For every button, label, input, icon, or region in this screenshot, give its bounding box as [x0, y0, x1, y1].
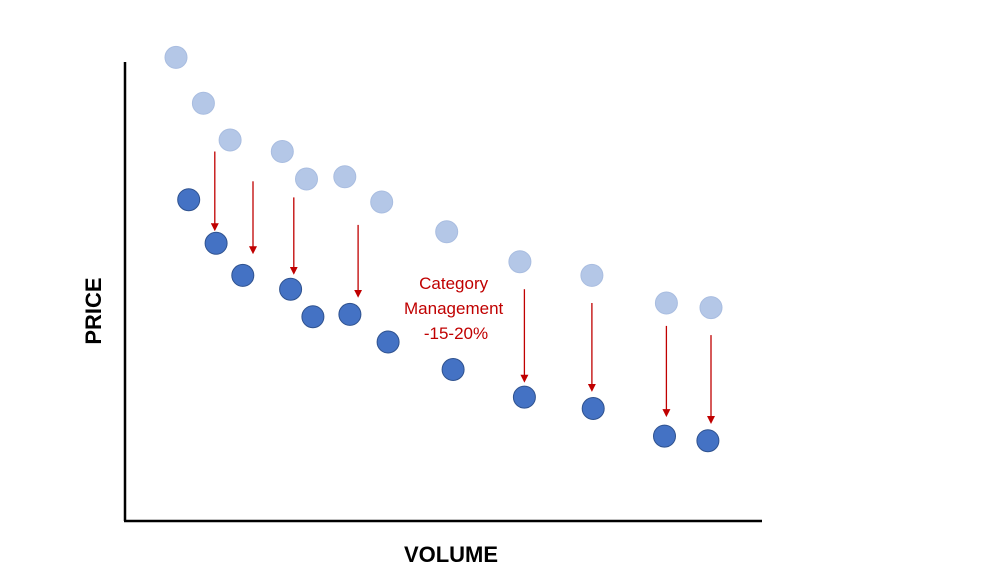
after-price-point-10: [581, 397, 605, 420]
after-price-point-8: [441, 358, 465, 381]
after-price-point-4: [279, 277, 303, 301]
before-price-point-7: [370, 190, 394, 214]
after-price-point-9: [512, 385, 536, 409]
annotation-line-1: Category: [419, 274, 488, 293]
after-price-point-2: [204, 231, 228, 255]
before-price-point-11: [654, 291, 678, 315]
before-price-point-4: [270, 140, 294, 163]
before-price-point-9: [508, 250, 532, 274]
before-price-point-12: [699, 296, 723, 320]
before-price-point-5: [295, 167, 318, 191]
before-price-point-1: [164, 45, 188, 69]
after-price-point-7: [376, 330, 400, 354]
annotation-line-2: Management: [404, 299, 504, 318]
before-price-point-8: [435, 220, 459, 244]
arrows-layer: [210, 151, 715, 424]
after-price-point-6: [338, 302, 362, 326]
annotation-line-3: -15-20%: [424, 324, 488, 343]
before-price-point-3: [218, 128, 242, 152]
y-axis-label: PRICE: [81, 277, 106, 344]
after-price-point-3: [231, 263, 255, 287]
after-price-point-11: [653, 424, 676, 448]
x-axis-label: VOLUME: [404, 542, 498, 567]
after-price-point-12: [696, 429, 720, 453]
annotation-text: Category Management -15-20%: [404, 274, 508, 343]
before-price-point-6: [333, 165, 357, 189]
before-price-point-2: [191, 91, 215, 115]
after-price-point-5: [301, 305, 325, 329]
before-price-point-10: [580, 263, 604, 287]
after-price-point-1: [177, 188, 201, 212]
points-layer: [164, 45, 723, 453]
